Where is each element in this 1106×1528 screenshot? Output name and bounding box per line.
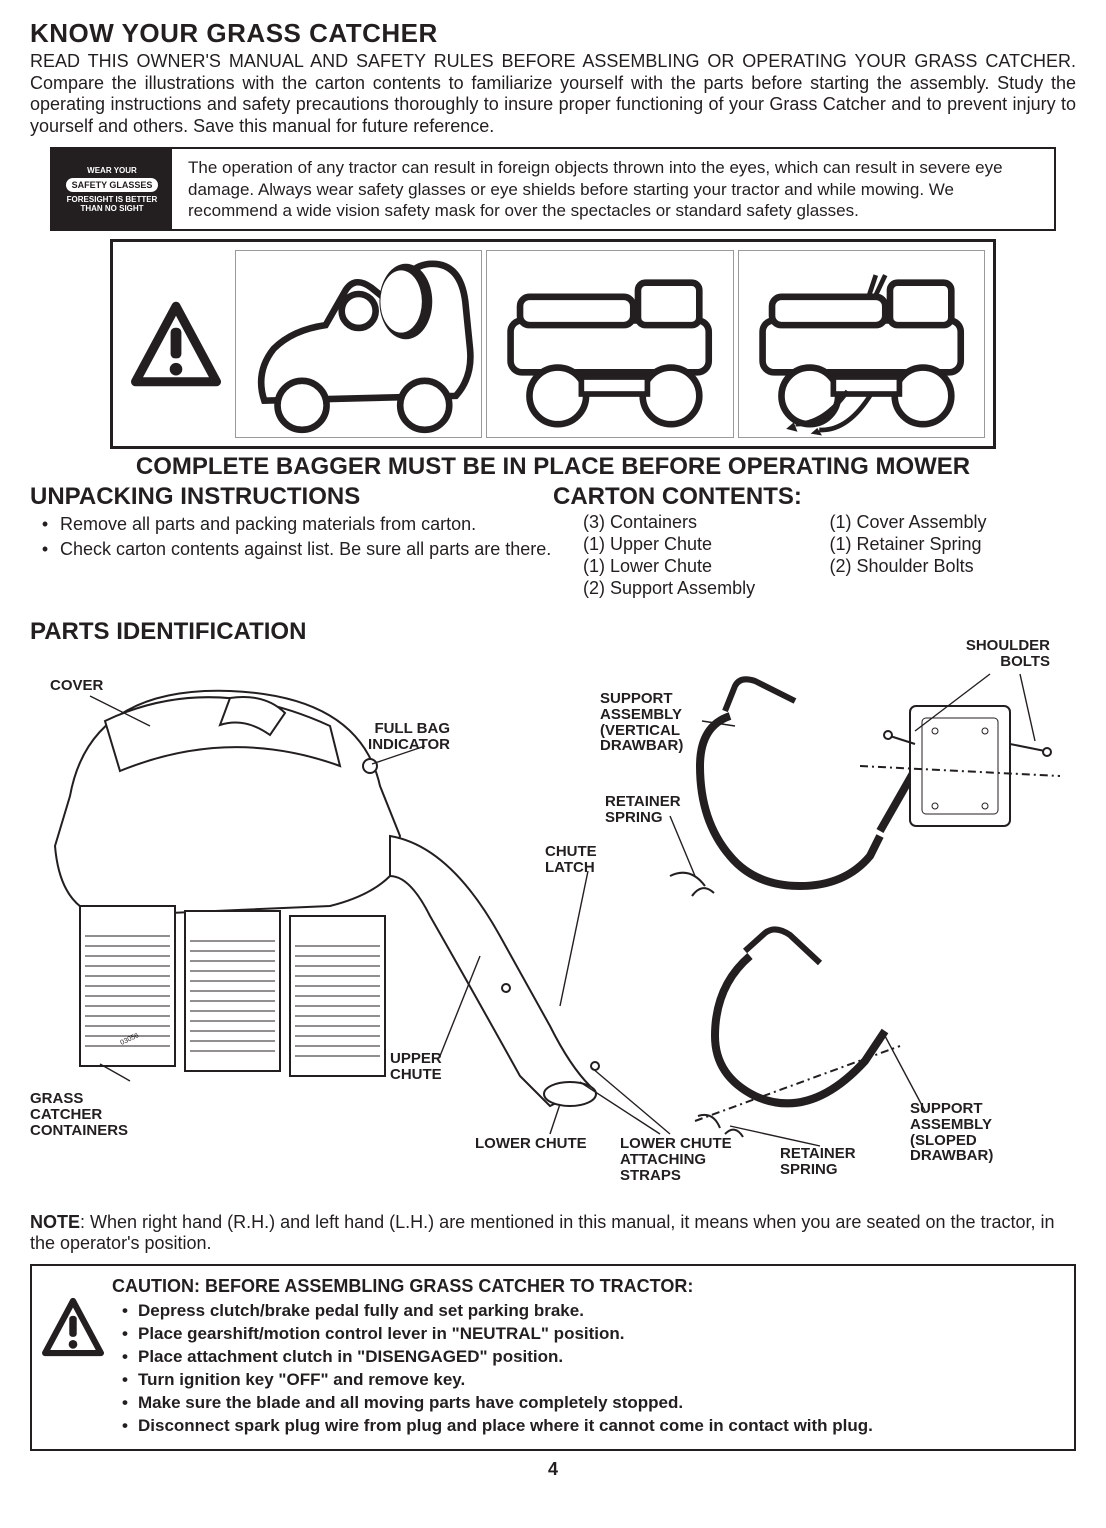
safety-glasses-warning-text: The operation of any tractor can result …	[172, 149, 1054, 229]
caution-item: Make sure the blade and all moving parts…	[138, 1393, 683, 1413]
label-retainer-spring-1: RETAINER SPRING	[605, 794, 681, 826]
contents-item: (2) Support Assembly	[583, 578, 830, 599]
label-lower-chute: LOWER CHUTE	[475, 1136, 587, 1152]
caution-item: Place gearshift/motion control lever in …	[138, 1324, 625, 1344]
warn-icon-bottom1: FORESIGHT IS BETTER	[67, 195, 158, 204]
caution-item: Place attachment clutch in "DISENGAGED" …	[138, 1347, 563, 1367]
note-prefix: NOTE	[30, 1212, 80, 1232]
unpacking-heading: UNPACKING INSTRUCTIONS	[30, 483, 553, 511]
caution-item: Depress clutch/brake pedal fully and set…	[138, 1301, 584, 1321]
safety-glasses-icon: WEAR YOUR SAFETY GLASSES FORESIGHT IS BE…	[52, 149, 172, 229]
caution-triangle-icon	[42, 1276, 112, 1439]
caution-list: Depress clutch/brake pedal fully and set…	[112, 1301, 1060, 1436]
tractor-panel-1	[235, 250, 482, 438]
label-support-sloped: SUPPORT ASSEMBLY (SLOPED DRAWBAR)	[910, 1101, 993, 1164]
page-number: 4	[30, 1459, 1076, 1480]
caution-item: Disconnect spark plug wire from plug and…	[138, 1416, 873, 1436]
intro-paragraph: READ THIS OWNER'S MANUAL AND SAFETY RULE…	[30, 51, 1076, 137]
carton-contents-list: (3) Containers (1) Upper Chute (1) Lower…	[553, 511, 1076, 600]
label-full-bag-indicator: FULL BAG INDICATOR	[340, 721, 450, 753]
label-cover: COVER	[50, 678, 103, 694]
caution-title: CAUTION: BEFORE ASSEMBLING GRASS CATCHER…	[112, 1276, 1060, 1297]
page-title: KNOW YOUR GRASS CATCHER	[30, 18, 1076, 49]
label-upper-chute: UPPER CHUTE	[390, 1051, 442, 1083]
unpacking-item: Remove all parts and packing materials f…	[60, 513, 476, 536]
exclamation-triangle-icon	[121, 250, 231, 438]
contents-item: (1) Lower Chute	[583, 556, 830, 577]
warn-icon-pill: SAFETY GLASSES	[66, 178, 159, 192]
contents-item: (3) Containers	[583, 512, 830, 533]
unpacking-item: Check carton contents against list. Be s…	[60, 538, 551, 561]
carton-contents-heading: CARTON CONTENTS:	[553, 483, 1076, 511]
contents-item: (1) Retainer Spring	[830, 534, 1077, 555]
parts-diagram: COVER FULL BAG INDICATOR SUPPORT ASSEMBL…	[30, 636, 1076, 1206]
note-body: : When right hand (R.H.) and left hand (…	[30, 1212, 1055, 1253]
contents-item: (1) Upper Chute	[583, 534, 830, 555]
label-shoulder-bolts: SHOULDER BOLTS	[930, 638, 1050, 670]
label-retainer-spring-2: RETAINER SPRING	[780, 1146, 856, 1178]
hero-illustration-box	[110, 239, 996, 449]
note-paragraph: NOTE: When right hand (R.H.) and left ha…	[30, 1212, 1076, 1254]
tractor-panel-3	[738, 250, 985, 438]
tractor-panel-2	[486, 250, 733, 438]
warn-icon-bottom2: THAN NO SIGHT	[80, 204, 143, 213]
contents-item: (1) Cover Assembly	[830, 512, 1077, 533]
instructions-columns: UNPACKING INSTRUCTIONS Remove all parts …	[30, 483, 1076, 600]
safety-glasses-warning-box: WEAR YOUR SAFETY GLASSES FORESIGHT IS BE…	[50, 147, 1056, 231]
caution-box: CAUTION: BEFORE ASSEMBLING GRASS CATCHER…	[30, 1264, 1076, 1451]
label-grass-containers: GRASS CATCHER CONTAINERS	[30, 1091, 128, 1138]
contents-item: (2) Shoulder Bolts	[830, 556, 1077, 577]
caution-item: Turn ignition key "OFF" and remove key.	[138, 1370, 465, 1390]
unpacking-list: Remove all parts and packing materials f…	[30, 513, 553, 560]
label-lower-chute-straps: LOWER CHUTE ATTACHING STRAPS	[620, 1136, 732, 1183]
warn-icon-top: WEAR YOUR	[87, 166, 137, 175]
bagger-banner: COMPLETE BAGGER MUST BE IN PLACE BEFORE …	[30, 453, 1076, 481]
label-support-vertical: SUPPORT ASSEMBLY (VERTICAL DRAWBAR)	[600, 691, 683, 754]
label-chute-latch: CHUTE LATCH	[545, 844, 597, 876]
